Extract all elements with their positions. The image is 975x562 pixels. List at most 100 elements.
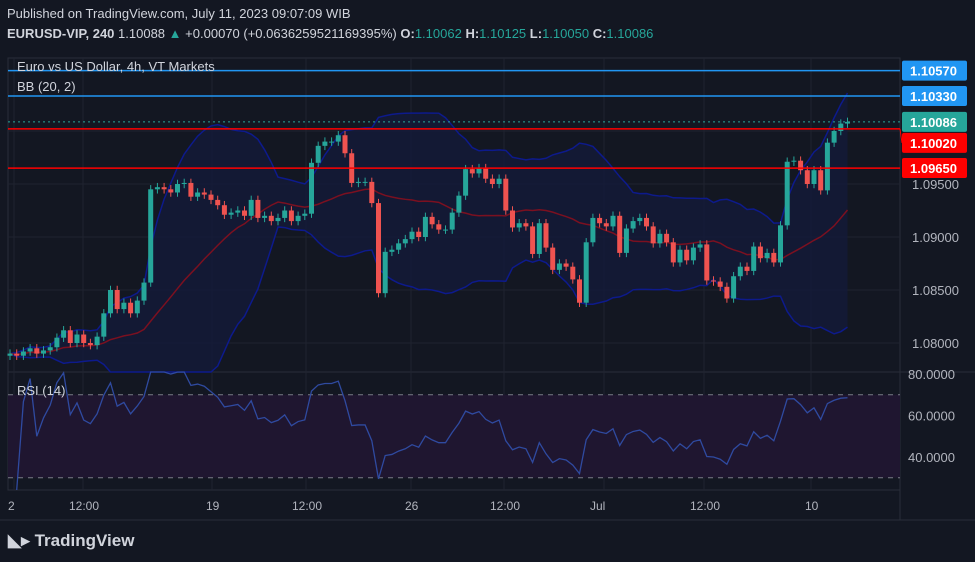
level-badge	[902, 86, 967, 107]
candle	[463, 164, 469, 200]
price-change: +0.00070 (+0.0636259521169395%)	[185, 26, 397, 41]
level-label: 1.10570	[910, 64, 957, 79]
candle-body	[724, 286, 730, 299]
candle-body	[436, 224, 442, 230]
candle-body	[677, 249, 683, 263]
candle-body	[778, 225, 783, 263]
candle-body	[811, 170, 817, 184]
candle-body	[617, 215, 623, 253]
candle	[262, 211, 268, 223]
candle-body	[168, 189, 174, 193]
candle-body	[637, 217, 643, 222]
candle	[838, 119, 844, 136]
candle	[148, 185, 154, 287]
candle-body	[329, 141, 335, 143]
candle	[141, 278, 147, 305]
candle-body	[764, 252, 770, 259]
symbol-bar: EURUSD-VIP, 240 1.10088 ▲ +0.00070 (+0.0…	[7, 26, 653, 41]
candle-body	[221, 205, 227, 215]
candle	[563, 259, 569, 271]
candle	[791, 156, 797, 166]
candle-body	[664, 233, 670, 243]
bb-legend[interactable]: BB (20, 2)	[17, 79, 76, 94]
candle-body	[563, 263, 569, 267]
price-tick: 1.09500	[912, 177, 959, 192]
candle-body	[94, 336, 100, 346]
rsi-tick: 40.0000	[908, 450, 955, 465]
candle	[603, 218, 609, 231]
candle	[550, 243, 556, 275]
candle-body	[449, 212, 455, 230]
price-tick: 1.09000	[912, 230, 959, 245]
candle-body	[838, 123, 844, 131]
candle-body	[255, 199, 261, 218]
candle-body	[302, 213, 308, 216]
candle	[329, 137, 335, 146]
candle	[690, 243, 696, 265]
high-value: 1.10125	[479, 26, 527, 41]
candle-body	[443, 229, 448, 231]
candle-body	[275, 217, 281, 222]
candle-body	[242, 210, 247, 216]
candle	[597, 213, 603, 228]
candle-body	[27, 348, 33, 352]
candle-body	[523, 223, 529, 227]
rsi-legend[interactable]: RSI (14)	[17, 383, 66, 398]
candle	[543, 218, 549, 252]
level-badge	[902, 158, 967, 178]
candle-body	[550, 247, 556, 270]
candle-body	[536, 223, 542, 254]
candle	[664, 229, 670, 247]
candle	[764, 248, 770, 263]
candle-body	[128, 302, 134, 314]
candle	[255, 195, 261, 223]
candle-body	[134, 300, 140, 314]
rsi-line	[16, 371, 848, 491]
candle-body	[831, 131, 837, 143]
candle	[208, 190, 214, 205]
candle	[402, 234, 408, 248]
candle	[804, 165, 810, 189]
candle	[845, 117, 850, 128]
candle-body	[34, 348, 40, 354]
time-label: 12:00	[690, 499, 720, 513]
candle-body	[463, 169, 469, 196]
candle	[228, 208, 234, 219]
candle-body	[175, 184, 180, 193]
candle	[684, 245, 690, 265]
candle-body	[583, 242, 589, 303]
candle	[697, 240, 703, 252]
candle	[469, 164, 475, 178]
candle-body	[369, 181, 375, 204]
candle	[443, 225, 448, 234]
candle	[168, 185, 174, 197]
tradingview-logo[interactable]: ◣▸ TradingView	[8, 531, 134, 551]
candle	[101, 309, 107, 341]
candle	[181, 178, 187, 189]
candle	[376, 198, 381, 298]
candle-body	[590, 217, 596, 243]
candle	[188, 178, 194, 201]
series-title[interactable]: Euro vs US Dollar, 4h, VT Markets	[17, 59, 215, 74]
candle	[315, 141, 321, 168]
candle	[195, 188, 201, 201]
high-label: H:	[465, 26, 480, 41]
time-label: 2	[8, 499, 15, 513]
candle-body	[422, 216, 428, 237]
candle	[41, 346, 46, 358]
price-tick: 1.08500	[912, 283, 959, 298]
candle-body	[74, 334, 80, 343]
candle-body	[148, 189, 154, 283]
candle	[523, 218, 529, 231]
candle	[422, 212, 428, 242]
candle-body	[201, 192, 207, 195]
candle	[128, 298, 134, 318]
candle-body	[791, 160, 797, 162]
candle-body	[496, 178, 502, 184]
candle-body	[87, 343, 93, 346]
candle	[818, 165, 824, 195]
candle-body	[717, 281, 723, 287]
candle-body	[67, 330, 73, 343]
candle-body	[510, 210, 515, 228]
